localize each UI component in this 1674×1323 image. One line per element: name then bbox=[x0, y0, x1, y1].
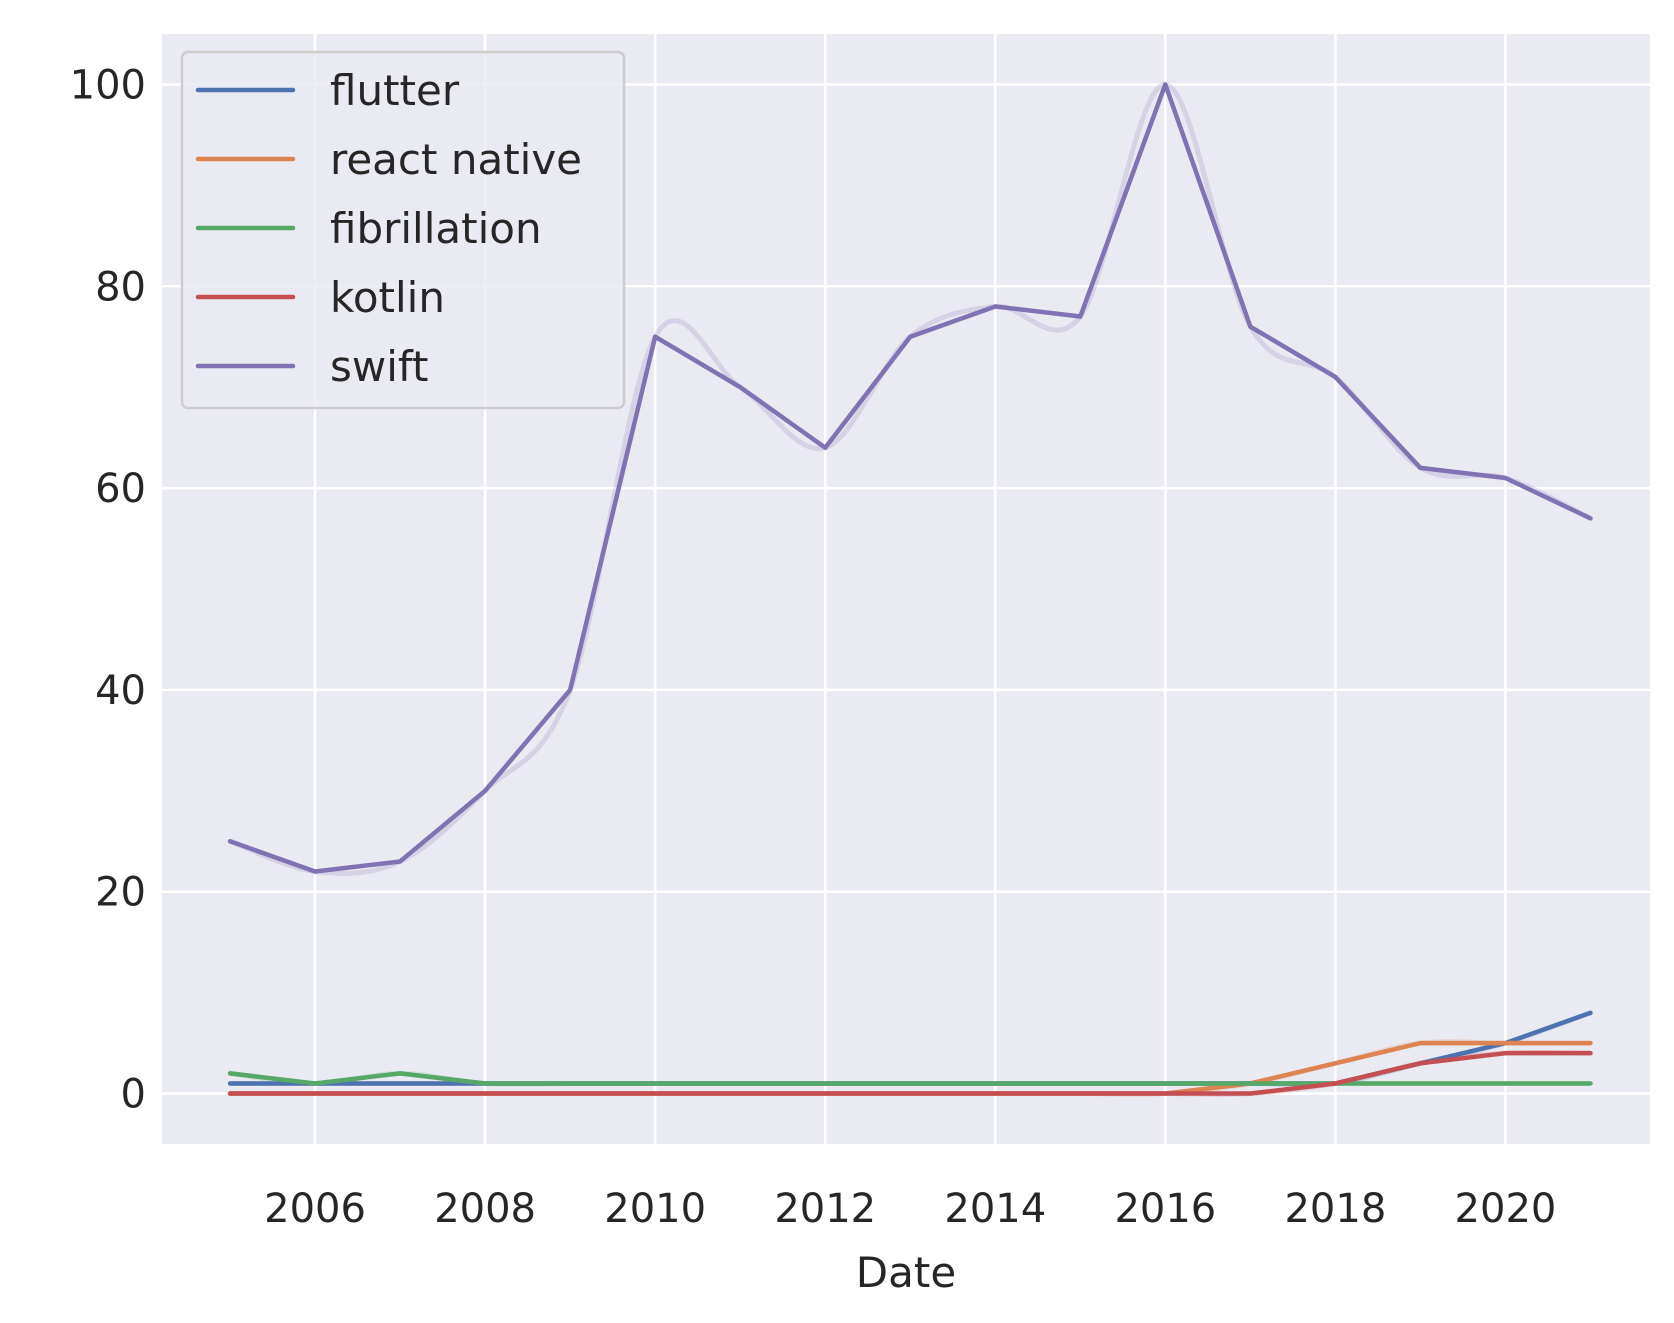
x-axis-title: Date bbox=[856, 1248, 956, 1297]
x-axis-ticks: 2006 2008 2010 2012 2014 2016 2018 2020 bbox=[264, 1186, 1556, 1232]
series-kotlin-line bbox=[227, 1050, 1593, 1096]
legend-label: swift bbox=[330, 342, 428, 391]
legend-label: kotlin bbox=[330, 273, 445, 322]
series-swift-line bbox=[227, 82, 1593, 874]
x-tick-label: 2008 bbox=[434, 1186, 536, 1232]
x-tick-label: 2006 bbox=[264, 1186, 366, 1232]
x-tick-label: 2010 bbox=[604, 1186, 706, 1232]
x-tick-label: 2014 bbox=[944, 1186, 1046, 1232]
x-tick-label: 2020 bbox=[1455, 1186, 1557, 1232]
x-tick-label: 2018 bbox=[1284, 1186, 1386, 1232]
series-fibrillation-line bbox=[227, 1071, 1593, 1086]
legend: flutter react native fibrillation kotlin swi… bbox=[180, 50, 626, 410]
y-tick-label: 20 bbox=[95, 870, 146, 916]
y-tick-label: 40 bbox=[95, 668, 146, 714]
legend-label: fibrillation bbox=[330, 204, 542, 253]
legend-box bbox=[180, 50, 626, 410]
x-tick-label: 2016 bbox=[1114, 1186, 1216, 1232]
legend-label: react native bbox=[330, 135, 582, 184]
legend-label: flutter bbox=[330, 66, 460, 115]
y-axis-ticks: 0 20 40 60 80 100 bbox=[70, 62, 146, 1117]
y-tick-label: 60 bbox=[95, 466, 146, 512]
y-tick-label: 100 bbox=[70, 62, 146, 108]
series-lines bbox=[227, 82, 1593, 1096]
x-tick-label: 2012 bbox=[774, 1186, 876, 1232]
y-tick-label: 0 bbox=[121, 1072, 146, 1118]
y-tick-label: 80 bbox=[95, 264, 146, 310]
